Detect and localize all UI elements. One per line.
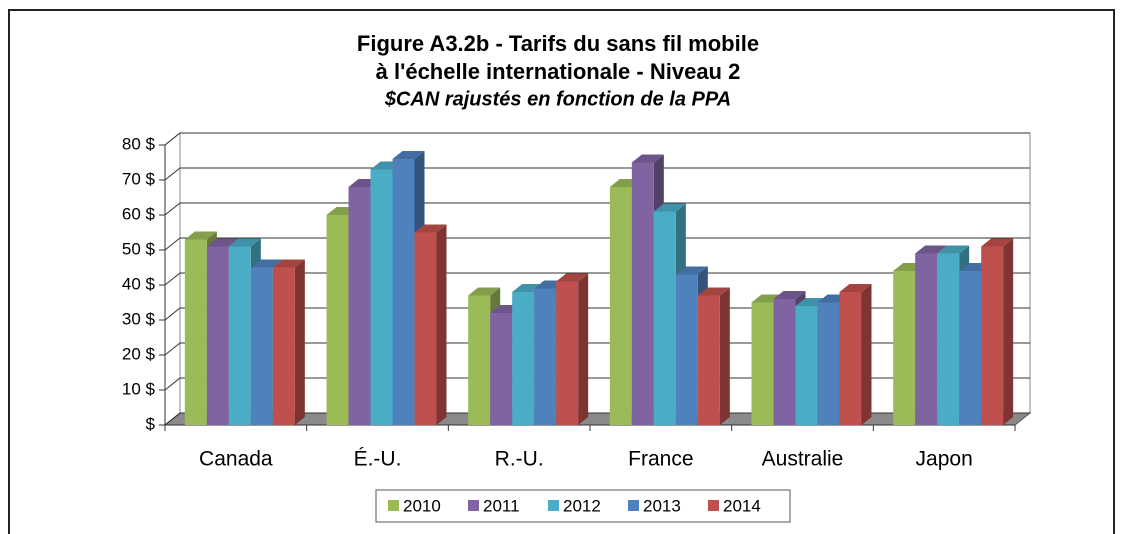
legend-label: 2010: [403, 496, 441, 515]
bar: [631, 162, 654, 425]
chart-title: Figure A3.2b - Tarifs du sans fil mobile: [357, 31, 759, 56]
bar-side: [578, 273, 589, 425]
bar: [795, 306, 818, 425]
y-tick-label: 20 $: [122, 344, 156, 363]
bar-side: [1003, 238, 1014, 425]
bar-top: [184, 231, 217, 240]
bar: [653, 211, 676, 425]
bar: [675, 274, 698, 425]
bar: [326, 215, 349, 425]
bar-top: [915, 245, 948, 254]
bar-top: [272, 259, 305, 268]
x-tick-label: Japon: [916, 448, 973, 471]
bar: [893, 271, 916, 425]
y-tick-label: 70 $: [122, 169, 156, 188]
bar: [556, 281, 579, 425]
bar-side: [719, 287, 730, 425]
bar-top: [653, 203, 686, 212]
bar: [250, 267, 273, 425]
bar: [534, 288, 557, 425]
y-tick-label: 10 $: [122, 379, 156, 398]
bar: [981, 246, 1004, 425]
grid-line: [164, 202, 1030, 216]
y-tick-label: 30 $: [122, 309, 156, 328]
grid-line: [164, 307, 1030, 321]
bar: [839, 292, 862, 425]
bar: [348, 187, 371, 425]
bar: [959, 271, 982, 425]
bar: [751, 302, 774, 425]
chart-title: à l'échelle internationale - Niveau 2: [376, 59, 741, 84]
bar: [915, 253, 938, 425]
grid-line: [164, 412, 1030, 426]
bar: [937, 253, 960, 425]
bar: [817, 302, 840, 425]
y-tick-label: $: [146, 414, 156, 433]
bar: [228, 246, 251, 425]
bar-side: [294, 259, 305, 425]
bar-top: [392, 151, 425, 159]
legend-label: 2011: [483, 496, 520, 515]
bar: [490, 313, 513, 425]
bar: [370, 169, 393, 425]
bar-top: [675, 266, 708, 275]
grid-line: [164, 237, 1030, 251]
legend-swatch: [628, 500, 639, 511]
bar-top: [937, 245, 970, 254]
chart-subtitle: $CAN rajustés en fonction de la PPA: [384, 88, 731, 110]
bar: [414, 232, 437, 425]
x-tick-label: É.-U.: [354, 448, 402, 471]
bar: [512, 292, 535, 425]
bar: [697, 295, 720, 425]
grid-line: [164, 377, 1030, 391]
grid-line: [164, 272, 1030, 286]
bar: [773, 299, 796, 425]
grid-line: [164, 342, 1030, 356]
bar: [609, 187, 632, 425]
y-tick-label: 40 $: [122, 274, 156, 293]
x-tick-label: Canada: [199, 448, 273, 471]
legend-swatch: [548, 500, 559, 511]
bar-side: [861, 284, 872, 425]
grid-line: [164, 132, 1030, 146]
bar: [468, 295, 491, 425]
x-tick-label: France: [628, 448, 693, 471]
bar: [392, 159, 415, 425]
legend-swatch: [468, 500, 479, 511]
legend-swatch: [388, 500, 399, 511]
legend-label: 2012: [563, 496, 601, 515]
bar-top: [697, 287, 730, 296]
x-tick-label: R.-U.: [495, 448, 544, 471]
y-tick-label: 50 $: [122, 239, 156, 258]
bar: [184, 239, 207, 425]
y-tick-label: 80 $: [122, 134, 156, 153]
bar-top: [981, 238, 1014, 247]
legend-box: [375, 489, 791, 523]
bar-top: [556, 273, 589, 282]
legend-label: 2013: [643, 496, 681, 515]
bar-side: [436, 224, 447, 425]
bar-top: [468, 287, 501, 296]
grid-line: [164, 167, 1030, 181]
bar-top: [773, 291, 806, 299]
bar-top: [206, 238, 239, 247]
bar-top: [228, 238, 261, 247]
bar-top: [250, 259, 283, 268]
y-tick-label: 60 $: [122, 204, 156, 223]
legend-label: 2014: [723, 496, 761, 515]
bar: [272, 267, 295, 425]
legend-swatch: [708, 500, 719, 511]
frame: [8, 9, 1115, 534]
bar-top: [631, 154, 664, 163]
bar: [206, 246, 229, 425]
x-tick-label: Australie: [762, 448, 844, 471]
bar-top: [414, 224, 447, 233]
bar-top: [839, 284, 872, 292]
